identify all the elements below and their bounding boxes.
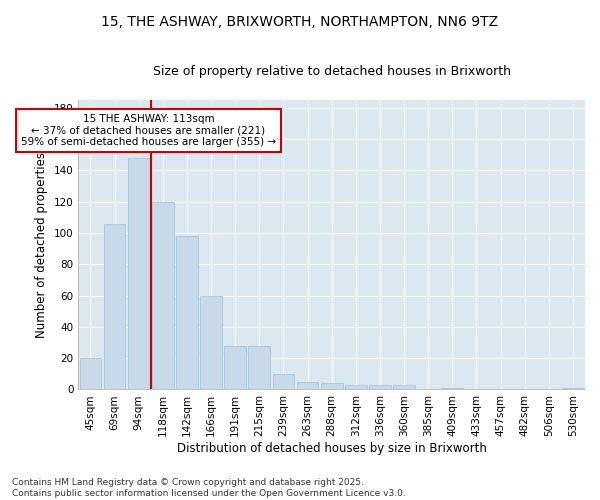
Bar xyxy=(224,346,246,390)
Bar xyxy=(200,296,222,390)
Bar xyxy=(369,385,391,390)
Bar xyxy=(393,385,415,390)
Text: 15 THE ASHWAY: 113sqm
← 37% of detached houses are smaller (221)
59% of semi-det: 15 THE ASHWAY: 113sqm ← 37% of detached … xyxy=(21,114,276,148)
Bar xyxy=(104,224,125,390)
X-axis label: Distribution of detached houses by size in Brixworth: Distribution of detached houses by size … xyxy=(177,442,487,455)
Text: 15, THE ASHWAY, BRIXWORTH, NORTHAMPTON, NN6 9TZ: 15, THE ASHWAY, BRIXWORTH, NORTHAMPTON, … xyxy=(101,15,499,29)
Bar xyxy=(128,158,149,390)
Text: Contains HM Land Registry data © Crown copyright and database right 2025.
Contai: Contains HM Land Registry data © Crown c… xyxy=(12,478,406,498)
Bar xyxy=(296,382,319,390)
Title: Size of property relative to detached houses in Brixworth: Size of property relative to detached ho… xyxy=(152,65,511,78)
Bar xyxy=(562,388,584,390)
Bar xyxy=(272,374,294,390)
Bar xyxy=(152,202,173,390)
Bar xyxy=(442,388,463,390)
Bar xyxy=(176,236,198,390)
Bar xyxy=(321,383,343,390)
Bar xyxy=(248,346,270,390)
Bar xyxy=(345,385,367,390)
Y-axis label: Number of detached properties: Number of detached properties xyxy=(35,152,48,338)
Bar xyxy=(80,358,101,390)
